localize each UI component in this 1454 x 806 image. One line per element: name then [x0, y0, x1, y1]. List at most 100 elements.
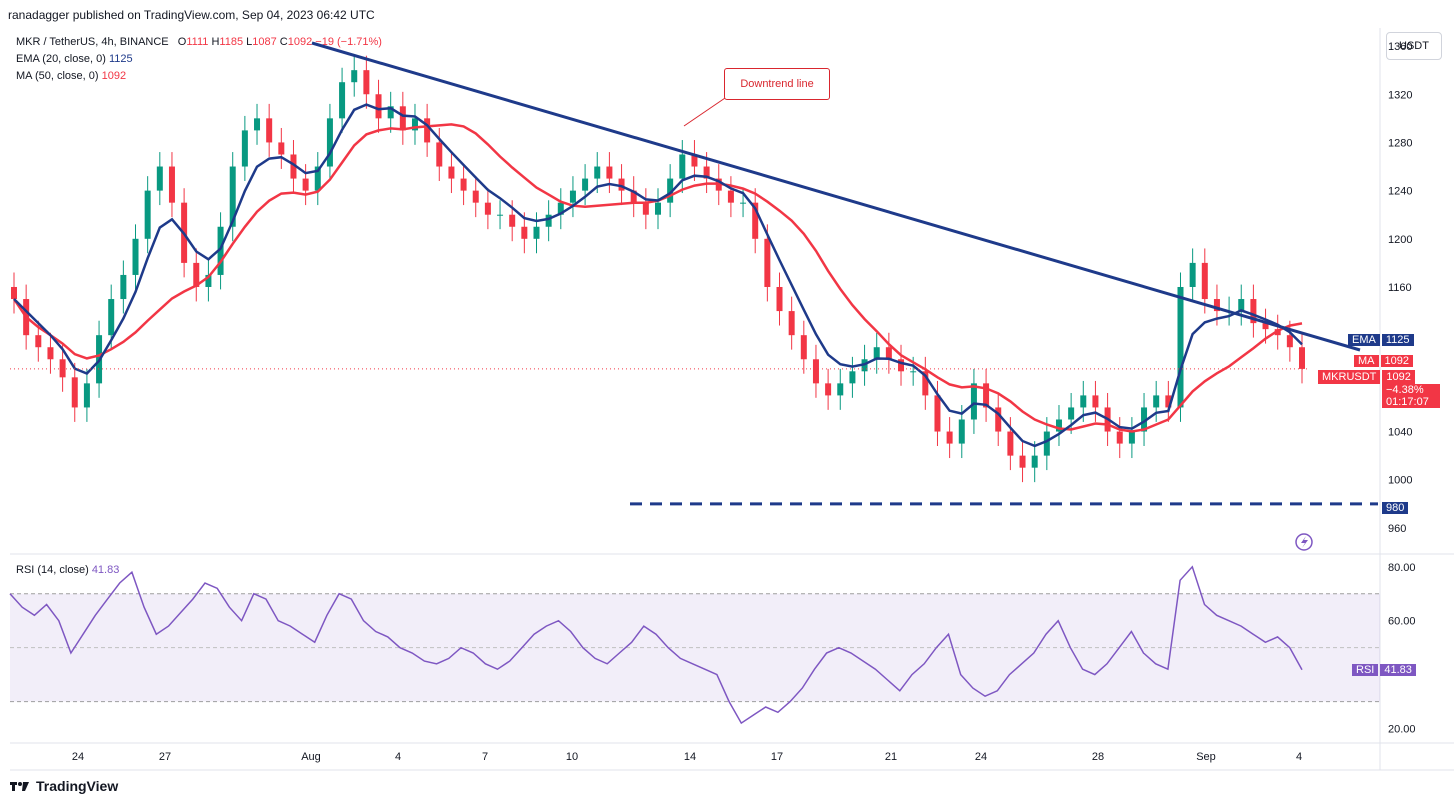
- last-tag-change: −4.38%: [1382, 384, 1440, 396]
- price-tick-label: 1360: [1388, 41, 1412, 53]
- candle-body: [314, 166, 321, 191]
- candle-body: [47, 347, 54, 360]
- candle-body: [484, 202, 491, 215]
- candle-body: [946, 431, 953, 444]
- candle-body: [667, 178, 674, 203]
- candle-body: [387, 106, 394, 119]
- tradingview-brand: TradingView: [36, 778, 119, 794]
- candle-body: [59, 359, 66, 378]
- candle-body: [1055, 419, 1062, 432]
- candle-body: [606, 166, 613, 179]
- candle-body: [679, 154, 686, 179]
- time-tick-label: 4: [1296, 751, 1302, 763]
- ohlc-change: −19 (−1.71%): [315, 36, 382, 48]
- ma-price-tag: MA 1092: [1354, 353, 1413, 368]
- time-tick-label: 28: [1092, 751, 1104, 763]
- price-tick-label: 1320: [1388, 89, 1412, 101]
- candle-body: [521, 226, 528, 239]
- candle-body: [399, 106, 406, 131]
- time-tick-label: 27: [159, 751, 171, 763]
- candle-body: [740, 202, 747, 204]
- candle-body: [1007, 431, 1014, 456]
- downtrend-line: [311, 41, 1361, 352]
- candle-body: [594, 166, 601, 179]
- currency-unit-button[interactable]: USDT: [1386, 32, 1442, 60]
- candle-body: [1080, 395, 1087, 408]
- candle-body: [193, 262, 200, 287]
- candle-body: [557, 202, 564, 215]
- candle-body: [545, 214, 552, 227]
- candle-body: [1068, 407, 1075, 420]
- candle-body: [71, 377, 78, 408]
- candle-body: [752, 202, 759, 239]
- candle-body: [569, 190, 576, 203]
- ma-tag-value: 1092: [1380, 354, 1413, 367]
- ohlc-open-label: O: [177, 36, 187, 48]
- candle-body: [1141, 407, 1148, 432]
- candle-body: [582, 178, 589, 191]
- ema-tag-value: 1125: [1381, 333, 1414, 346]
- candle-body: [351, 70, 358, 83]
- candle-body: [168, 166, 175, 203]
- candle-body: [825, 383, 832, 396]
- candle-body: [460, 178, 467, 191]
- tradingview-logo-icon: [10, 780, 30, 792]
- lightning-icon: [1295, 533, 1313, 551]
- candle-body: [1189, 262, 1196, 287]
- rsi-tag-value: 41.83: [1380, 664, 1416, 676]
- annotation-pointer: [683, 95, 729, 127]
- last-tag-countdown: 01:17:07: [1382, 396, 1440, 408]
- last-tag-value: 1092: [1382, 370, 1415, 384]
- candle-body: [885, 347, 892, 360]
- candle-body: [363, 70, 370, 95]
- candle-body: [727, 190, 734, 203]
- ema-price-tag: EMA 1125: [1348, 332, 1414, 347]
- support-tag-value: 980: [1382, 502, 1409, 514]
- footer-brand[interactable]: TradingView: [10, 778, 118, 794]
- candle-body: [436, 142, 443, 167]
- symbol-name: MKR / TetherUS, 4h, BINANCE: [16, 36, 169, 48]
- candle-body: [1128, 431, 1135, 444]
- candle-body: [788, 311, 795, 336]
- downtrend-line-annotation: Downtrend line: [724, 68, 830, 100]
- candles-group: [11, 55, 1305, 483]
- candle-body: [630, 190, 637, 203]
- candle-body: [776, 286, 783, 312]
- candle-body: [934, 395, 941, 432]
- price-tick-label: 1200: [1388, 234, 1412, 246]
- last-tag-name: MKRUSDT: [1318, 370, 1381, 384]
- candle-body: [326, 118, 333, 167]
- candle-body: [812, 359, 819, 384]
- candle-body: [1019, 455, 1026, 468]
- time-tick-label: 21: [885, 751, 897, 763]
- time-tick-label: 7: [482, 751, 488, 763]
- time-tick-label: Sep: [1196, 751, 1216, 763]
- candle-body: [1213, 299, 1220, 312]
- candle-body: [1201, 262, 1208, 300]
- ema-legend: EMA (20, close, 0) 1125: [16, 53, 133, 65]
- candle-body: [302, 178, 309, 191]
- candle-body: [800, 335, 807, 360]
- time-tick-label: Aug: [301, 751, 321, 763]
- candle-body: [132, 238, 139, 275]
- candle-body: [910, 371, 917, 373]
- candle-body: [655, 202, 661, 215]
- candle-body: [983, 383, 990, 408]
- price-tick-label: 1280: [1388, 137, 1412, 149]
- candle-body: [266, 118, 273, 143]
- candle-body: [1043, 431, 1050, 456]
- price-tick-label: 960: [1388, 523, 1406, 535]
- candle-body: [1177, 286, 1184, 408]
- candle-body: [1250, 299, 1257, 324]
- candle-body: [1092, 395, 1099, 408]
- ema-legend-value: 1125: [108, 53, 133, 65]
- candle-body: [448, 166, 455, 179]
- price-tick-label: 1240: [1388, 186, 1412, 198]
- candle-body: [1165, 395, 1172, 408]
- candle-body: [509, 214, 516, 227]
- candle-body: [898, 359, 905, 372]
- candle-body: [1153, 395, 1160, 408]
- symbol-legend: MKR / TetherUS, 4h, BINANCE O1111 H1185 …: [16, 36, 382, 48]
- rsi-tick-label: 60.00: [1388, 616, 1416, 628]
